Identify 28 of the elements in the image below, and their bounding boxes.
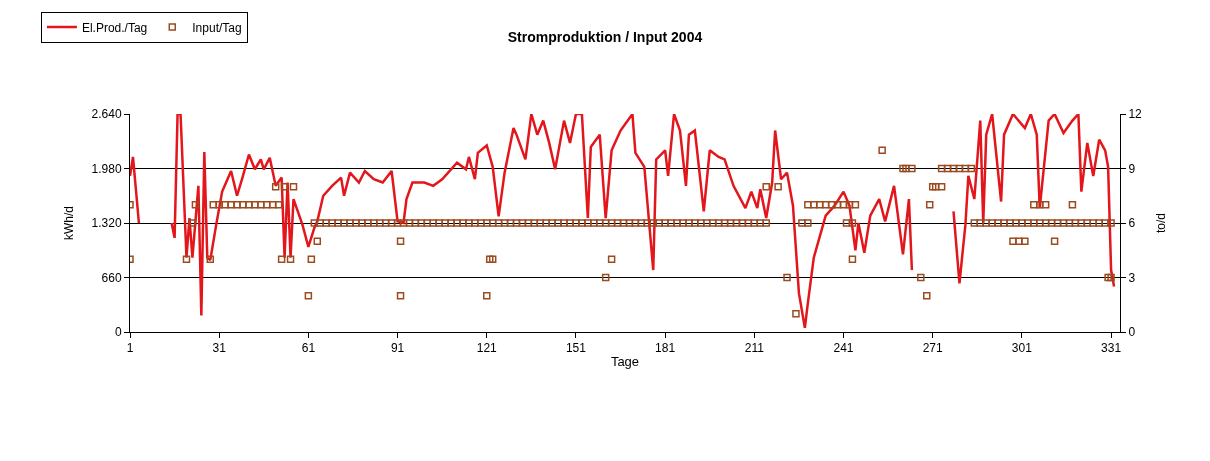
x-tick-label: 121 bbox=[476, 341, 498, 356]
y2-tick-label: 3 bbox=[1128, 270, 1136, 285]
x-tick-label: 331 bbox=[1101, 341, 1122, 356]
x-tick-label: 241 bbox=[833, 341, 854, 356]
x-tick-label: 211 bbox=[744, 341, 765, 356]
y2-tick-label: 9 bbox=[1128, 161, 1136, 176]
x-tick-label: 181 bbox=[655, 341, 676, 356]
x-axis-title: Tage bbox=[610, 354, 640, 369]
x-tick-label: 91 bbox=[390, 341, 405, 356]
y-tick-label: 660 bbox=[101, 270, 122, 285]
y2-axis-title: to/d bbox=[1153, 212, 1168, 234]
x-tick-label: 301 bbox=[1011, 341, 1033, 356]
y2-tick-label: 0 bbox=[1128, 325, 1136, 340]
legend-label: Input/Tag bbox=[192, 20, 242, 35]
y-tick-label: 1.980 bbox=[91, 161, 122, 176]
x-tick-label: 61 bbox=[301, 341, 316, 356]
x-tick-label: 31 bbox=[212, 341, 227, 356]
y2-tick-label: 12 bbox=[1128, 107, 1143, 122]
y2-tick-label: 6 bbox=[1128, 216, 1136, 231]
y-tick-label: 1.320 bbox=[91, 216, 122, 231]
y-tick-label: 2.640 bbox=[91, 107, 122, 122]
chart-title: Stromproduktion / Input 2004 bbox=[507, 29, 703, 46]
legend-label: El.Prod./Tag bbox=[81, 20, 148, 35]
y-tick-label: 0 bbox=[114, 325, 122, 340]
y-axis-title: kWh/d bbox=[61, 205, 76, 241]
x-tick-label: 271 bbox=[922, 341, 944, 356]
x-tick-label: 151 bbox=[565, 341, 587, 356]
x-tick-label: 1 bbox=[126, 341, 134, 356]
